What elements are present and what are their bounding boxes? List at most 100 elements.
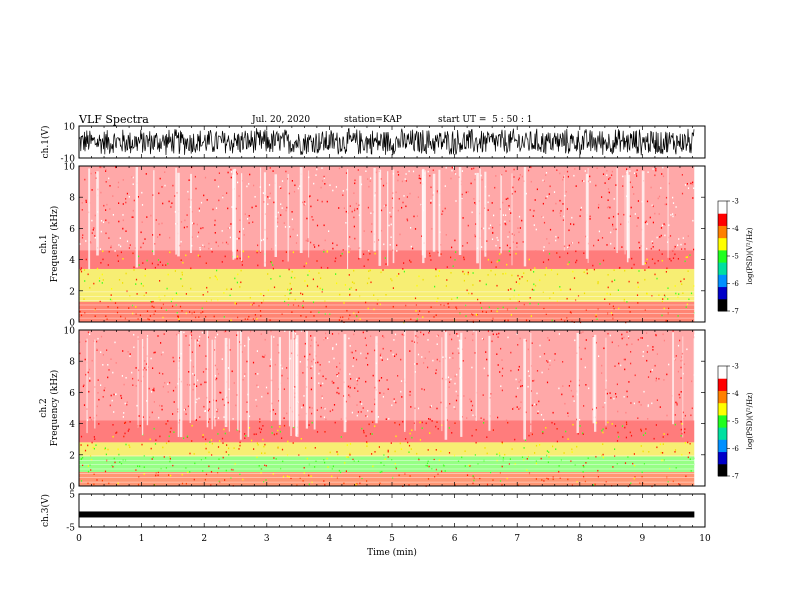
spectrogram-speck xyxy=(693,248,695,251)
spectrogram-speck xyxy=(514,463,516,465)
spectrogram-speck xyxy=(674,423,676,426)
spectrogram-speck xyxy=(235,171,237,173)
spectrogram-speck xyxy=(686,256,688,258)
spectrogram-speck xyxy=(105,219,107,222)
spectrogram-speck xyxy=(117,186,119,188)
spectrogram-speck xyxy=(551,319,553,322)
spectrogram-speck xyxy=(434,476,436,478)
spectrogram-speck xyxy=(289,406,291,409)
spectrogram-speck xyxy=(647,345,649,347)
spectrogram-speck xyxy=(593,244,595,247)
spectrogram-speck xyxy=(236,257,238,260)
spectrogram-speck xyxy=(340,418,342,420)
spectrogram-speck xyxy=(333,404,336,406)
spectrogram-streak xyxy=(438,169,441,257)
spectrogram-speck xyxy=(517,369,520,371)
spectrogram-streak xyxy=(228,338,230,432)
spectrogram-speck xyxy=(388,224,390,227)
spectrogram-speck xyxy=(507,336,509,339)
spectrogram-speck xyxy=(678,293,680,295)
spectrogram-speck xyxy=(209,277,211,279)
spectrogram-speck xyxy=(618,267,621,269)
spectrogram-speck xyxy=(512,408,514,410)
spectrogram-speck xyxy=(120,315,122,318)
spectrogram-speck xyxy=(374,386,376,389)
spectrogram-speck xyxy=(99,248,101,250)
spectrogram-speck xyxy=(649,216,651,219)
spectrogram-speck xyxy=(112,214,114,216)
spectrogram-speck xyxy=(190,267,192,270)
spectrogram-speck xyxy=(100,191,102,194)
spectrogram-speck xyxy=(539,355,541,358)
spectrogram-speck xyxy=(144,274,146,277)
spectrogram-speck xyxy=(625,421,628,424)
spectrogram-speck xyxy=(318,244,320,247)
spectrogram-speck xyxy=(456,333,458,335)
spectrogram-speck xyxy=(683,278,685,280)
spectrogram-speck xyxy=(102,354,104,356)
spectrogram-speck xyxy=(496,236,498,239)
spectrogram-speck xyxy=(106,318,108,320)
spectrogram-speck xyxy=(158,416,160,419)
spectrogram-speck xyxy=(112,424,114,426)
x-tick-label: 0 xyxy=(76,534,82,544)
spectrogram-speck xyxy=(421,388,423,390)
spectrogram-speck xyxy=(113,393,115,396)
spectrogram-speck xyxy=(454,382,456,385)
spectrogram-speck xyxy=(165,320,167,323)
spectrogram-speck xyxy=(374,349,376,352)
spectrogram-speck xyxy=(680,428,682,431)
spectrogram-speck xyxy=(125,230,127,232)
spectrogram-speck xyxy=(496,353,498,355)
spectrogram-speck xyxy=(353,460,355,462)
spectrogram-speck xyxy=(171,202,173,204)
spectrogram-speck xyxy=(610,397,612,399)
spectrogram-speck xyxy=(320,406,322,409)
spectrogram-speck xyxy=(128,428,130,431)
spectrogram-speck xyxy=(273,457,275,459)
spectrogram-speck xyxy=(606,292,608,295)
spectrogram-speck xyxy=(469,398,471,401)
spectrogram-speck xyxy=(203,405,205,408)
spectrogram-speck xyxy=(281,437,283,439)
spectrogram-speck xyxy=(303,395,305,397)
spectrogram-speck xyxy=(310,367,312,370)
spectrogram-speck xyxy=(475,429,477,431)
spectrogram-speck xyxy=(392,305,394,308)
spectrogram-speck xyxy=(210,439,213,441)
spectrogram-speck xyxy=(94,308,96,310)
spectrogram-speck xyxy=(192,388,194,391)
spectrogram-speck xyxy=(475,203,477,205)
spectrogram-speck xyxy=(646,223,648,225)
spectrogram-speck xyxy=(135,306,137,308)
spectrogram-speck xyxy=(112,371,114,374)
spectrogram-speck xyxy=(273,433,275,436)
spectrogram-speck xyxy=(103,389,105,392)
spectrogram-speck xyxy=(362,407,364,409)
spectrogram-speck xyxy=(548,242,550,245)
spectrogram-speck xyxy=(558,333,560,335)
spectrogram-speck xyxy=(162,316,164,319)
spectrogram-speck xyxy=(471,366,473,369)
spectrogram-speck xyxy=(681,248,683,250)
ch1-spectrogram-panel xyxy=(79,166,705,324)
spectrogram-band xyxy=(79,250,695,269)
spectrogram-speck xyxy=(456,373,458,376)
spectrogram-speck xyxy=(519,227,521,229)
spectrogram-speck xyxy=(397,179,399,182)
spectrogram-speck xyxy=(407,441,409,444)
spectrogram-speck xyxy=(585,339,587,341)
spectrogram-speck xyxy=(357,169,359,171)
spectrogram-speck xyxy=(191,440,193,442)
spectrogram-speck xyxy=(660,234,662,237)
spectrogram-speck xyxy=(299,477,301,479)
spectrogram-speck xyxy=(479,477,481,480)
spectrogram-speck xyxy=(127,351,129,353)
spectrogram-speck xyxy=(410,318,412,320)
spectrogram-speck xyxy=(519,278,521,280)
spectrogram-speck xyxy=(317,199,319,201)
spectrogram-speck xyxy=(691,407,693,410)
spectrogram-speck xyxy=(251,439,253,442)
spectrogram-speck xyxy=(642,355,644,357)
spectrogram-speck xyxy=(300,292,302,295)
